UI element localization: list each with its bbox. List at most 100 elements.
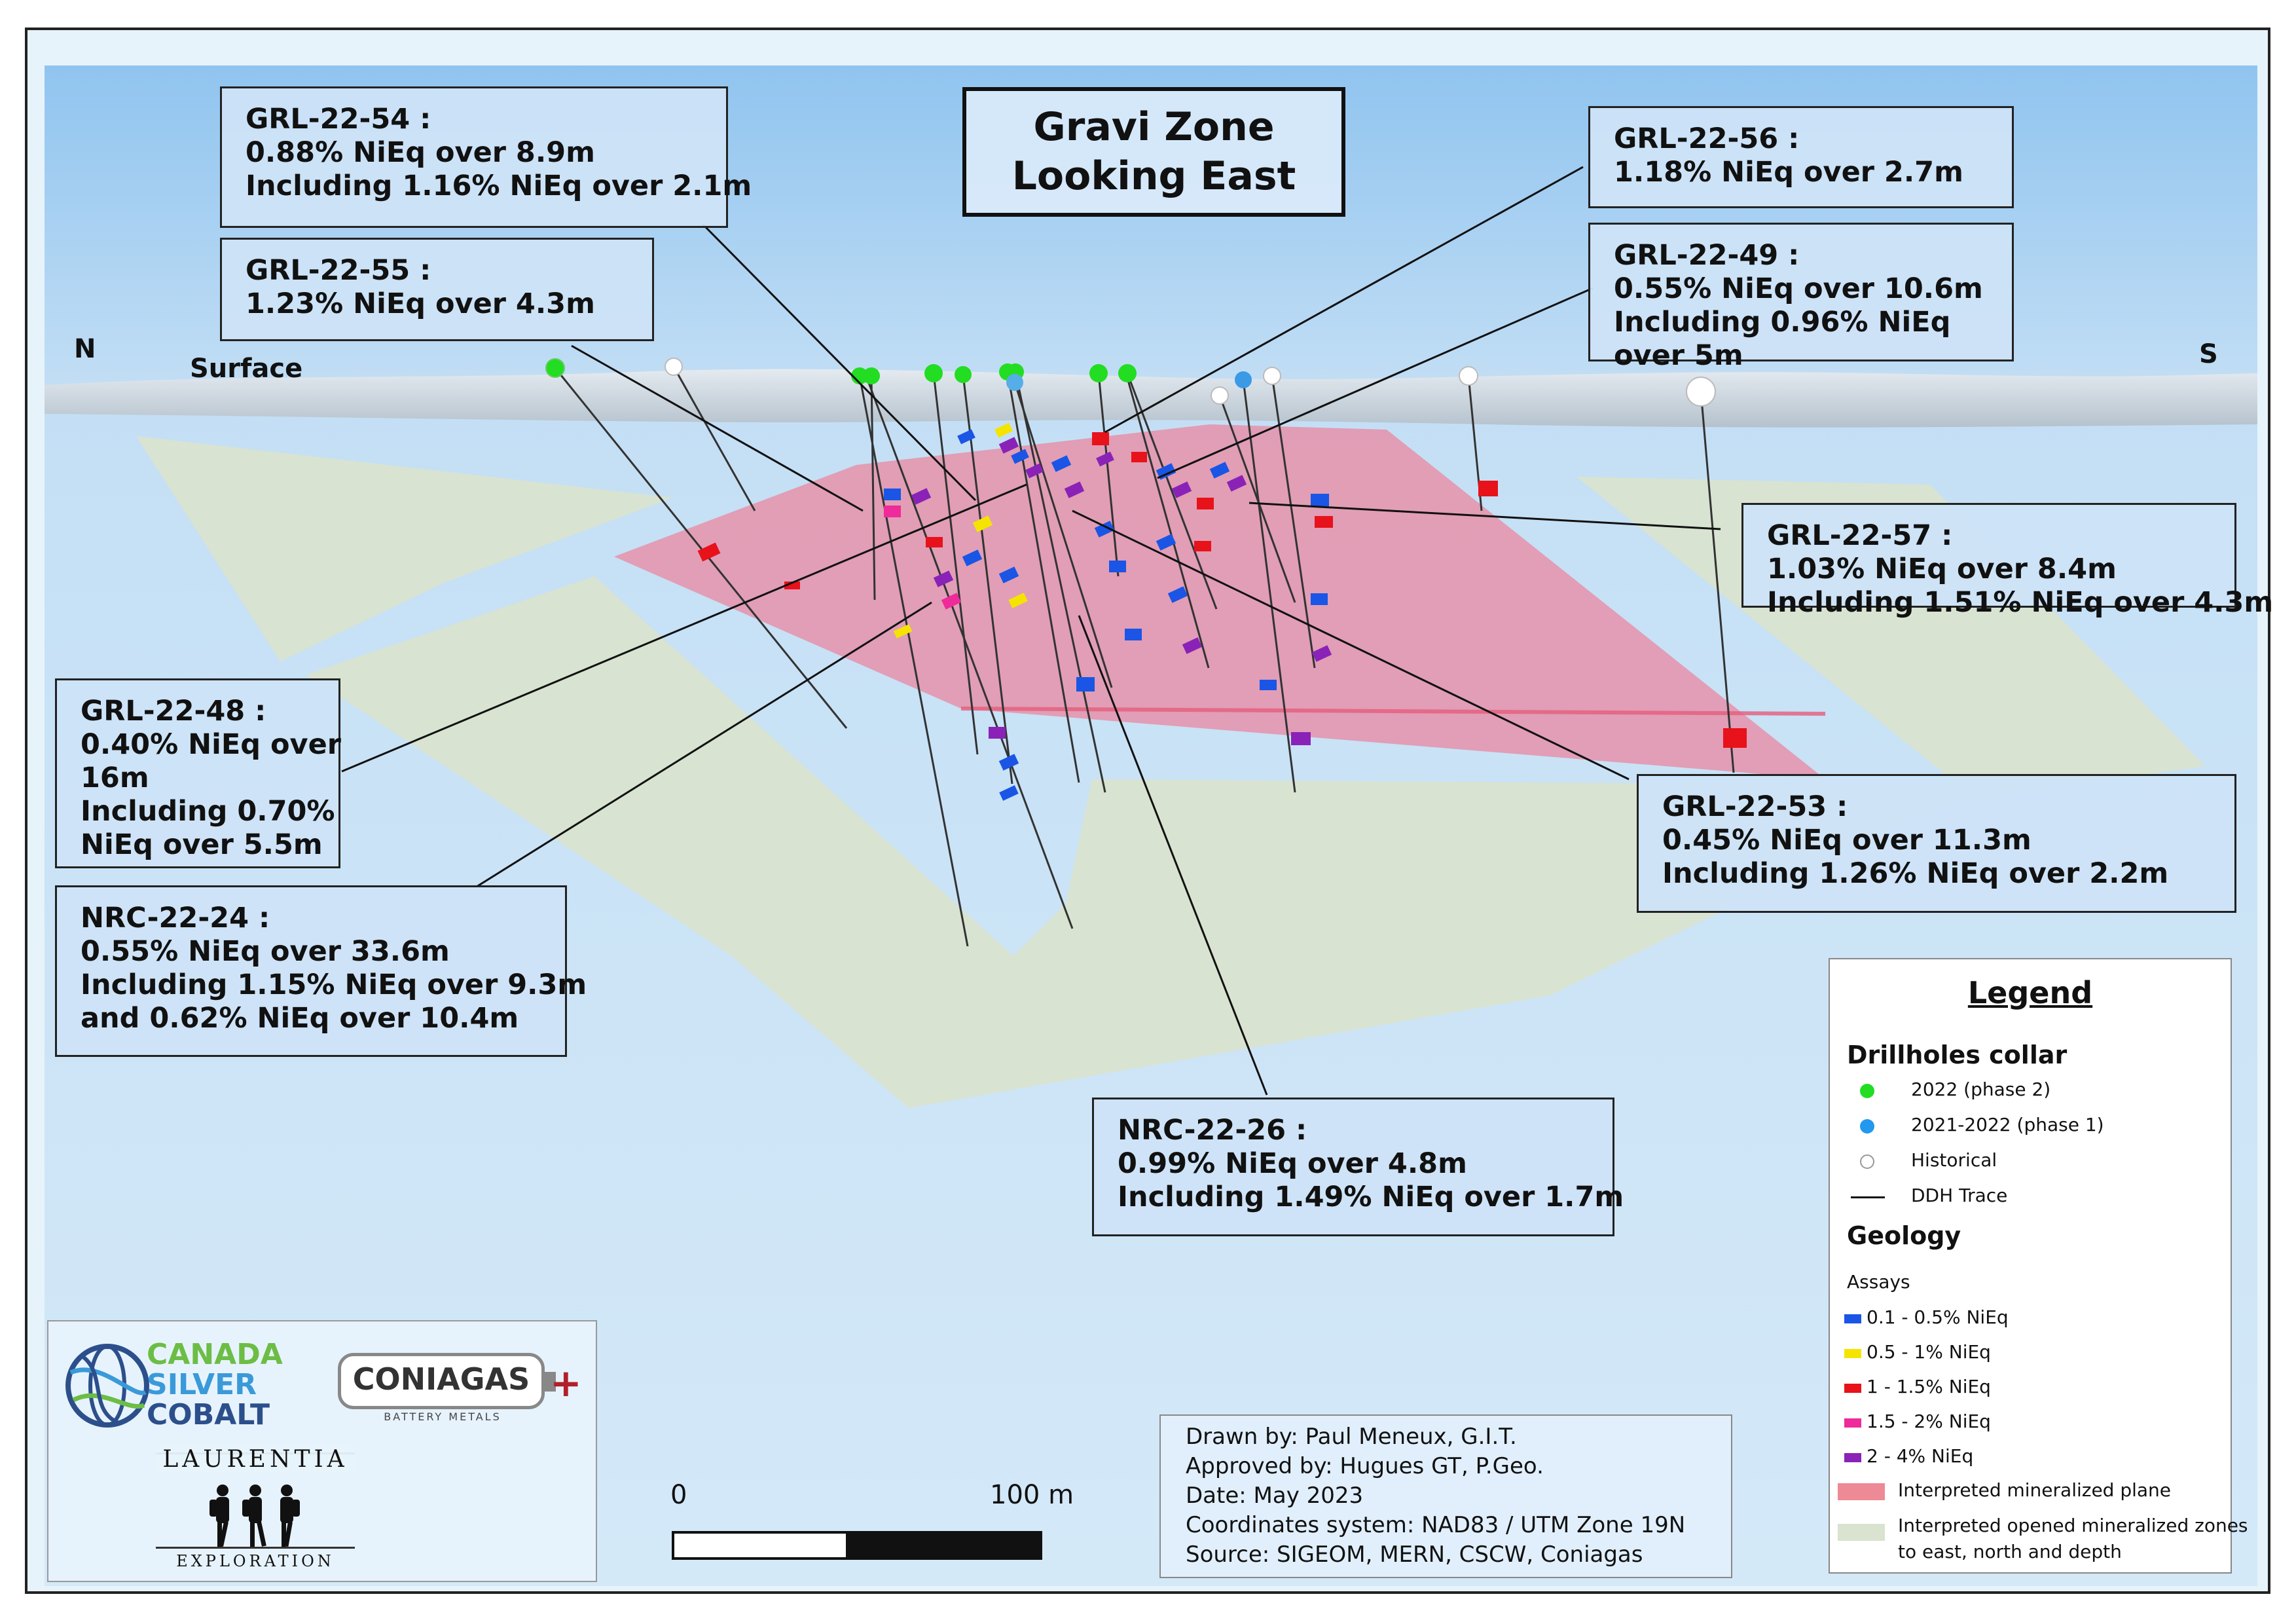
- scale-max-label: 100 m: [990, 1480, 1074, 1510]
- coniagas-subtitle: BATTERY METALS: [384, 1411, 501, 1423]
- green-swatch-icon: [1838, 1524, 1885, 1541]
- globe-logo-icon: [65, 1344, 149, 1428]
- callout-line: 0.45% NiEq over 11.3m: [1662, 824, 2032, 857]
- legend-label: 2 - 4% NiEq: [1867, 1445, 1974, 1467]
- callout-grl-22-49: GRL-22-49 : 0.55% NiEq over 10.6m Includ…: [1588, 223, 2014, 372]
- callout-line: and 0.62% NiEq over 10.4m: [81, 1002, 519, 1035]
- legend-label: Interpreted opened mineralized zones: [1898, 1515, 2248, 1536]
- purple-square-icon: [1844, 1453, 1861, 1462]
- callout-line: 0.40% NiEq over: [81, 728, 341, 761]
- callout-line: 16m: [81, 762, 149, 794]
- laurentia-logo-text: LAURENTIA: [156, 1446, 355, 1473]
- callout-hole-name: GRL-22-56 :: [1614, 122, 1800, 155]
- callout-hole-name: GRL-22-53 :: [1662, 790, 1848, 823]
- collar-points: [545, 358, 1716, 407]
- csc-logo-text-2: SILVER: [147, 1368, 257, 1401]
- legend-label: 1.5 - 2% NiEq: [1867, 1411, 1991, 1432]
- legend-label: to east, north and depth: [1898, 1541, 2122, 1562]
- csc-logo-text-3: COBALT: [147, 1398, 270, 1431]
- callout-line: 1.23% NiEq over 4.3m: [246, 287, 595, 320]
- coniagas-logo: CONIAGAS: [338, 1353, 556, 1409]
- callout-line: over 5m: [1614, 339, 1743, 372]
- legend-label: 2022 (phase 2): [1911, 1079, 2051, 1100]
- ddh-traces: [554, 366, 1735, 947]
- callout-hole-name: GRL-22-48 :: [81, 695, 266, 728]
- coniagas-logo-text: CONIAGAS: [352, 1361, 530, 1397]
- pink-square-icon: [1844, 1418, 1861, 1428]
- callout-line: 0.55% NiEq over 10.6m: [1614, 272, 1983, 305]
- callout-hole-name: NRC-22-24 :: [81, 902, 270, 934]
- assay-intervals: [697, 422, 1747, 801]
- callout-line: 0.55% NiEq over 33.6m: [81, 935, 450, 968]
- callout-grl-22-56: GRL-22-56 : 1.18% NiEq over 2.7m: [1588, 106, 2014, 208]
- blue-square-icon: [1844, 1314, 1861, 1323]
- legend-title: Legend: [1967, 975, 2093, 1010]
- legend-label: Interpreted mineralized plane: [1898, 1479, 2172, 1501]
- north-label: N: [74, 334, 96, 364]
- callout-line: NiEq over 5.5m: [81, 828, 323, 861]
- callout-grl-22-48: GRL-22-48 : 0.40% NiEq over 16m Includin…: [55, 678, 341, 868]
- callout-grl-22-55: GRL-22-55 : 1.23% NiEq over 4.3m: [220, 238, 654, 341]
- title-line-1: Gravi Zone: [1033, 104, 1275, 150]
- logos-panel: CANADA SILVER COBALT CONIAGAS + BATTERY …: [47, 1320, 597, 1582]
- callout-line: Including 1.49% NiEq over 1.7m: [1118, 1181, 1624, 1213]
- assays-heading: Assays: [1847, 1271, 1910, 1293]
- scale-min-label: 0: [670, 1480, 687, 1510]
- legend-label: Assays: [1847, 1271, 1910, 1293]
- callout-line: Including 0.70%: [81, 795, 335, 828]
- legend-label: DDH Trace: [1911, 1185, 2008, 1206]
- legend-label: 2021-2022 (phase 1): [1911, 1114, 2104, 1135]
- scale-bar-frame: [672, 1531, 1042, 1560]
- south-label: S: [2199, 339, 2218, 369]
- callout-grl-22-57: GRL-22-57 : 1.03% NiEq over 8.4m Includi…: [1741, 503, 2273, 619]
- callout-line: Including 1.51% NiEq over 4.3m: [1767, 586, 2274, 619]
- green-dot-icon: [1860, 1084, 1874, 1098]
- map-info-box: Drawn by: Paul Meneux, G.I.T. Approved b…: [1159, 1414, 1732, 1578]
- callout-line: 0.99% NiEq over 4.8m: [1118, 1147, 1467, 1180]
- callout-hole-name: GRL-22-57 :: [1767, 519, 1953, 552]
- callout-grl-22-54: GRL-22-54 : 0.88% NiEq over 8.9m Includi…: [220, 86, 752, 228]
- collar-heading: Drillholes collar: [1847, 1041, 2068, 1069]
- callout-line: Including 1.26% NiEq over 2.2m: [1662, 857, 2169, 890]
- callout-grl-22-53: GRL-22-53 : 0.45% NiEq over 11.3m Includ…: [1637, 774, 2236, 913]
- callout-hole-name: GRL-22-54 :: [246, 103, 431, 136]
- geology-zone-east: [1576, 477, 2205, 799]
- laurentia-rule-bottom: [156, 1547, 355, 1549]
- white-dot-icon: [1860, 1154, 1874, 1169]
- exploration-logo-text: EXPLORATION: [176, 1552, 335, 1570]
- red-square-icon: [1844, 1384, 1861, 1393]
- callout-line: 1.18% NiEq over 2.7m: [1614, 156, 1963, 189]
- coordinate-system: Coordinates system: NAD83 / UTM Zone 19N: [1186, 1512, 1686, 1538]
- plane-bottom-edge: [960, 707, 1826, 716]
- scale-bar-fill: [846, 1534, 1040, 1557]
- legend-label: Historical: [1911, 1149, 1997, 1171]
- callout-line: 1.03% NiEq over 8.4m: [1767, 553, 2117, 585]
- callout-line: Including 1.15% NiEq over 9.3m: [81, 969, 587, 1001]
- pink-swatch-icon: [1838, 1483, 1885, 1500]
- blue-dot-icon: [1860, 1119, 1874, 1134]
- map-date: Date: May 2023: [1186, 1483, 1364, 1509]
- callout-hole-name: GRL-22-55 :: [246, 254, 431, 287]
- callout-line: 0.88% NiEq over 8.9m: [246, 136, 595, 169]
- geology-zone-depth: [306, 576, 1995, 1108]
- hikers-logo-icon: [210, 1485, 300, 1547]
- geology-zone-north: [136, 436, 673, 661]
- title-line-2: Looking East: [1011, 153, 1296, 199]
- legend-label: 1 - 1.5% NiEq: [1867, 1376, 1991, 1397]
- drawn-by: Drawn by: Paul Meneux, G.I.T.: [1186, 1424, 1517, 1450]
- legend-label: 0.1 - 0.5% NiEq: [1867, 1306, 2009, 1328]
- plus-icon: +: [550, 1361, 582, 1405]
- csc-logo-text-1: CANADA: [147, 1338, 283, 1371]
- callout-nrc-22-26: NRC-22-26 : 0.99% NiEq over 4.8m Includi…: [1092, 1098, 1624, 1236]
- geology-heading: Geology: [1847, 1221, 1961, 1250]
- data-source: Source: SIGEOM, MERN, CSCW, Coniagas: [1186, 1541, 1643, 1568]
- callout-line: Including 1.16% NiEq over 2.1m: [246, 170, 752, 202]
- callout-leader-lines: [341, 166, 1721, 1096]
- yellow-square-icon: [1844, 1349, 1861, 1358]
- callout-hole-name: GRL-22-49 :: [1614, 239, 1800, 272]
- trace-line-icon: [1851, 1196, 1885, 1198]
- surface-label: Surface: [190, 354, 303, 384]
- callout-nrc-22-24: NRC-22-24 : 0.55% NiEq over 33.6m Includ…: [55, 885, 587, 1057]
- legend-panel: Legend Drillholes collar 2022 (phase 2) …: [1829, 958, 2248, 1574]
- approved-by: Approved by: Hugues GT, P.Geo.: [1186, 1453, 1544, 1479]
